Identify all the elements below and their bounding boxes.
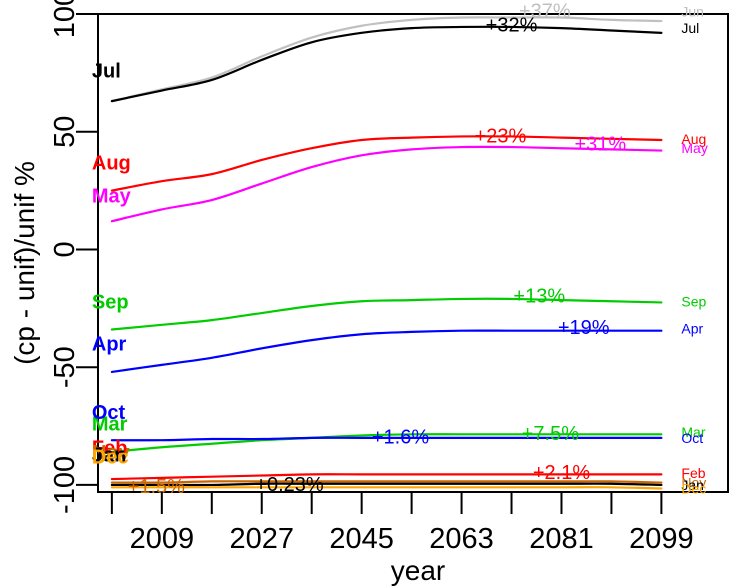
pct-label-jul: +32% <box>486 15 538 37</box>
y-tick-label-50: 50 <box>49 116 81 148</box>
series-line-oct <box>110 436 663 442</box>
start-label-jan: Jan <box>92 444 126 466</box>
start-label-mar: Mar <box>92 414 128 436</box>
start-label-oct: Oct <box>92 402 126 424</box>
x-tick-label-2009: 2009 <box>130 523 195 555</box>
series-line-sep <box>110 297 663 331</box>
start-label-sep: Sep <box>92 291 129 313</box>
pct-label-aug: +23% <box>475 125 527 147</box>
axes-layer: 2009 2027 2045 2063 2081 2099 100 50 0 -50 -100 <box>49 0 694 555</box>
end-label-jul: Jul <box>681 20 699 36</box>
label-layer: JulAugMaySepAprMarOctFebNovJanDecJunJulA… <box>92 0 708 498</box>
x-tick-label-2027: 2027 <box>229 523 294 555</box>
end-label-mar: Mar <box>681 424 705 440</box>
start-label-may: May <box>92 185 132 207</box>
pct-label-oct: +1.6% <box>372 427 429 449</box>
series-line-dec <box>110 486 663 490</box>
series-layer <box>110 16 663 490</box>
pct-label-apr: +19% <box>558 317 610 339</box>
x-tick-label-2099: 2099 <box>629 523 694 555</box>
start-label-dec: Dec <box>92 447 129 469</box>
series-line-may <box>110 145 663 223</box>
start-label-jul: Jul <box>92 61 121 83</box>
x-tick-label-2045: 2045 <box>329 523 394 555</box>
pct-label-feb: +2.1% <box>533 462 590 484</box>
pct-label-jan: +0.23% <box>255 474 324 496</box>
pct-label-may: +31% <box>574 134 626 156</box>
end-label-apr: Apr <box>681 320 703 336</box>
y-tick-label--100: -100 <box>49 456 81 514</box>
start-label-apr: Apr <box>92 334 127 356</box>
pct-label-mar: +7.5% <box>522 423 579 445</box>
pct-label-jun: +37% <box>519 0 571 22</box>
plot-area <box>97 13 729 493</box>
series-line-jan <box>110 482 663 487</box>
series-line-jul <box>110 25 663 103</box>
y-tick-label-0: 0 <box>49 241 81 257</box>
x-tick-label-2081: 2081 <box>529 523 594 555</box>
end-label-may: May <box>681 140 707 156</box>
y-axis-label: (cp - unif)/unif % <box>9 161 40 365</box>
end-label-jan: Jan <box>681 477 704 493</box>
end-label-aug: Aug <box>681 131 706 147</box>
end-label-sep: Sep <box>681 293 706 309</box>
series-line-nov <box>110 480 663 484</box>
series-line-apr <box>110 329 663 374</box>
series-line-aug <box>110 135 663 192</box>
x-tick-label-2063: 2063 <box>429 523 494 555</box>
series-line-mar <box>110 433 663 454</box>
end-label-dec: Dec <box>681 480 706 496</box>
end-label-oct: Oct <box>681 430 703 446</box>
y-tick-label-100: 100 <box>49 0 81 38</box>
pct-label-nov: +1.5% <box>128 476 185 498</box>
start-label-nov: Nov <box>92 442 131 464</box>
start-label-aug: Aug <box>92 152 131 174</box>
end-label-feb: Feb <box>681 465 705 481</box>
pct-label-sep: +13% <box>513 285 565 307</box>
plot-frame <box>97 13 729 493</box>
y-tick-label--50: -50 <box>49 346 81 388</box>
x-axis-label: year <box>391 555 445 586</box>
start-label-feb: Feb <box>92 437 128 459</box>
series-line-feb <box>110 473 663 481</box>
end-label-nov: Nov <box>681 475 706 491</box>
series-line-jun <box>110 16 663 103</box>
end-label-jun: Jun <box>681 4 704 20</box>
